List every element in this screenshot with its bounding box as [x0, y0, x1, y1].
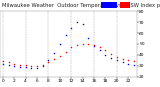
Point — [19, 66, 21, 68]
Point — [30, 65, 33, 66]
Point — [41, 65, 44, 66]
Point — [133, 64, 135, 65]
Point — [110, 57, 112, 59]
Point — [47, 60, 50, 61]
Point — [30, 67, 33, 69]
Point — [64, 51, 67, 52]
Point — [81, 24, 84, 25]
Point — [13, 65, 16, 66]
Point — [121, 58, 124, 60]
Point — [127, 60, 130, 61]
Point — [93, 45, 95, 47]
Point — [76, 44, 78, 46]
Point — [104, 54, 107, 56]
Point — [47, 62, 50, 63]
Point — [76, 21, 78, 23]
Point — [93, 44, 95, 46]
Point — [70, 27, 72, 28]
Point — [70, 46, 72, 48]
Point — [36, 65, 38, 66]
Point — [24, 66, 27, 68]
Point — [81, 43, 84, 45]
Point — [7, 64, 10, 65]
Point — [98, 46, 101, 48]
Point — [87, 38, 90, 39]
Point — [98, 50, 101, 51]
Point — [127, 63, 130, 64]
Point — [41, 64, 44, 65]
Point — [133, 61, 135, 62]
Point — [53, 58, 55, 60]
Point — [24, 64, 27, 65]
Text: Milwaukee Weather  Outdoor Temperature vs THSW Index per Hour (24 Hours): Milwaukee Weather Outdoor Temperature vs… — [2, 3, 160, 8]
Point — [104, 50, 107, 51]
Point — [116, 60, 118, 61]
Point — [59, 43, 61, 45]
Point — [121, 62, 124, 63]
Point — [2, 63, 4, 64]
Point — [59, 55, 61, 57]
Point — [7, 62, 10, 63]
Point — [116, 56, 118, 58]
Point — [19, 64, 21, 65]
Point — [13, 63, 16, 64]
Point — [53, 52, 55, 53]
Point — [64, 35, 67, 36]
Point — [36, 67, 38, 69]
Point — [110, 53, 112, 54]
Point — [2, 61, 4, 62]
Point — [87, 43, 90, 45]
